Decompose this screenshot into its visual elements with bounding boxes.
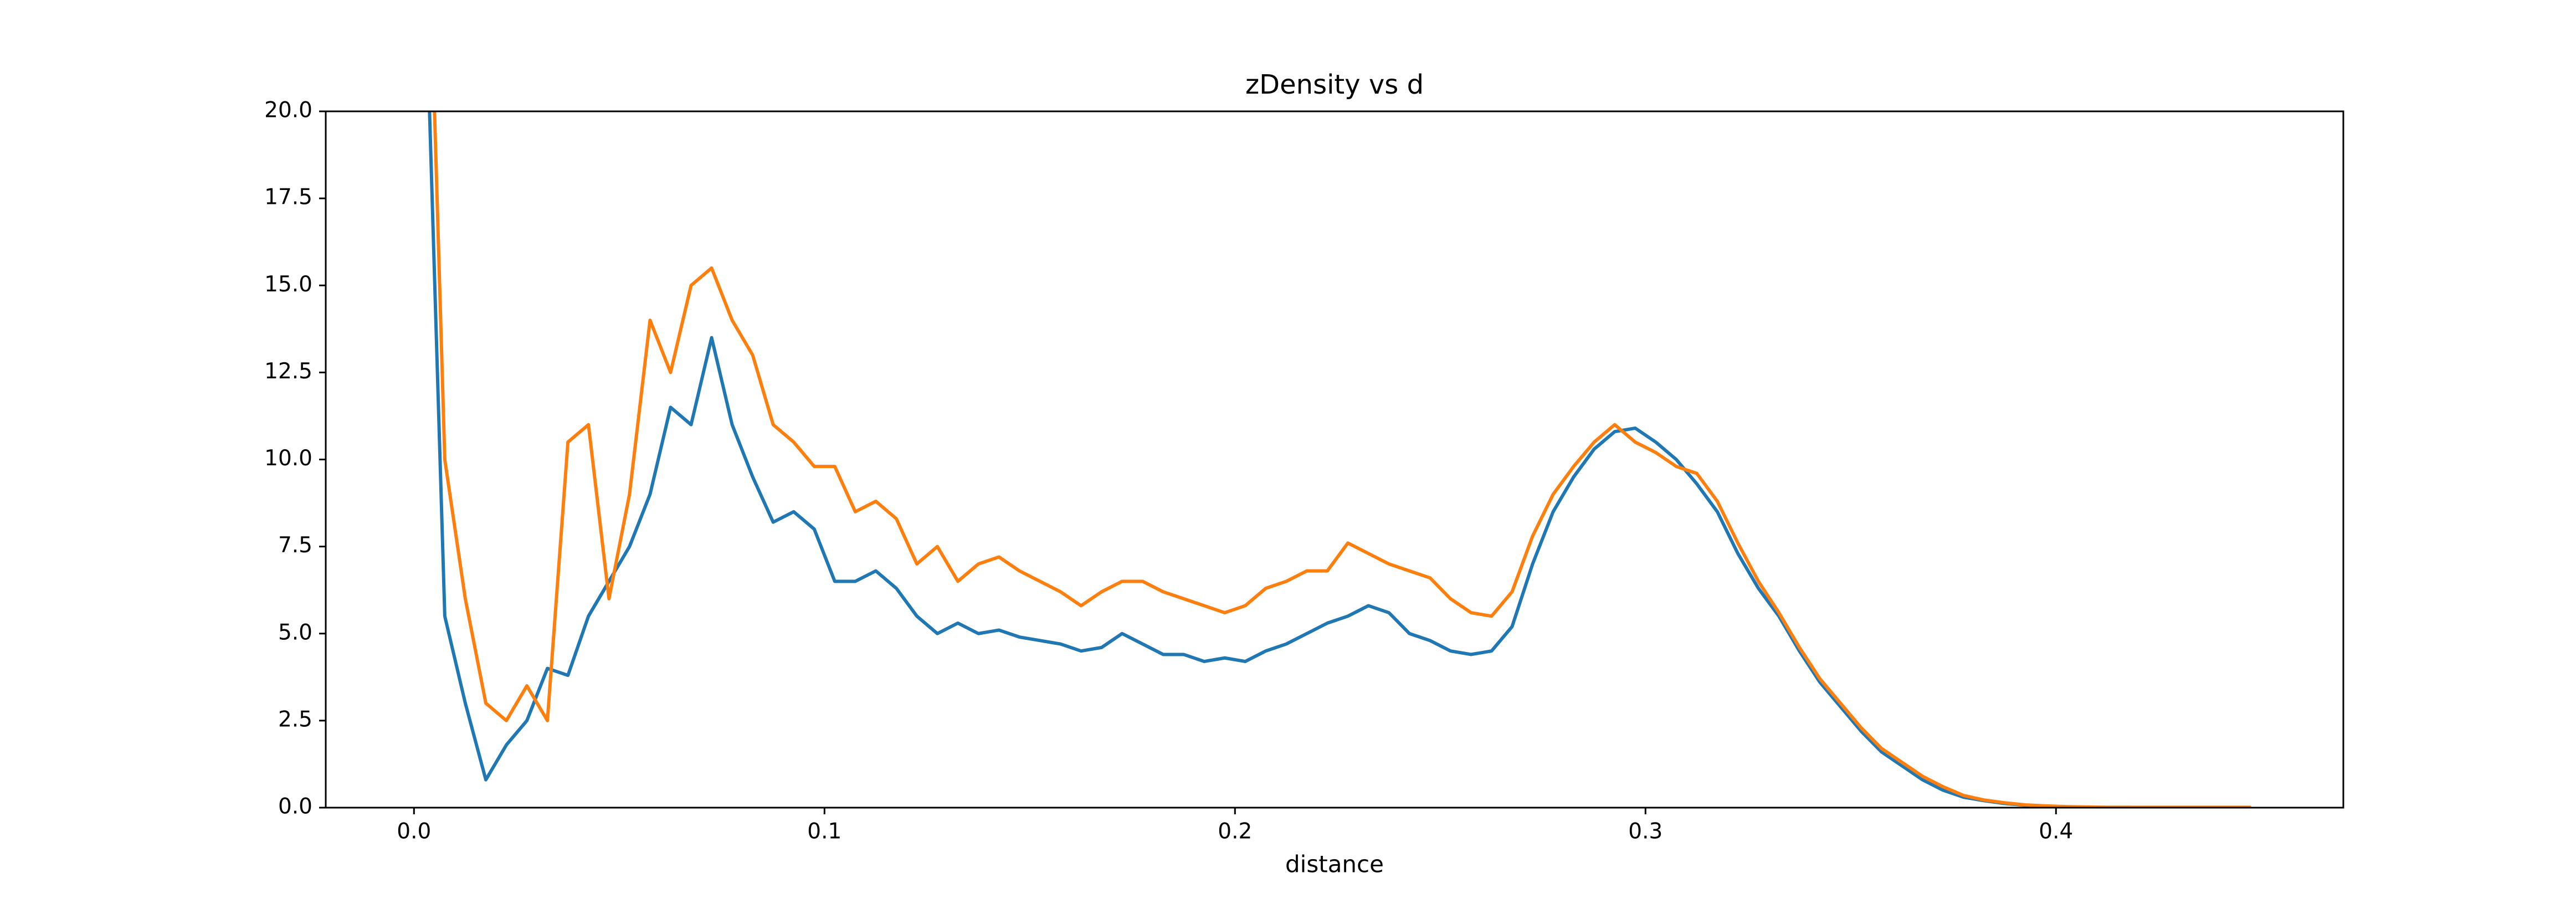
y-tick-label: 0.0: [278, 794, 312, 819]
chart-title: zDensity vs d: [1245, 69, 1424, 100]
x-axis-label: distance: [1285, 851, 1384, 878]
y-tick-label: 12.5: [264, 359, 312, 384]
axes-frame: [325, 110, 2344, 809]
y-tick-label: 17.5: [264, 185, 312, 210]
y-tick-label: 2.5: [278, 707, 312, 732]
x-tick-label: 0.0: [397, 819, 431, 844]
y-tick-label: 15.0: [264, 272, 312, 297]
x-tick-label: 0.1: [807, 819, 841, 844]
data-line: [428, 111, 2251, 808]
y-tick-label: 20.0: [264, 98, 312, 123]
y-tick-label: 7.5: [278, 533, 312, 558]
y-tick-label: 10.0: [264, 446, 312, 471]
data-line: [433, 111, 2251, 808]
x-tick-label: 0.2: [1218, 819, 1252, 844]
plot-area: [428, 111, 2251, 808]
x-tick-label: 0.3: [1628, 819, 1662, 844]
x-tick-label: 0.4: [2039, 819, 2073, 844]
y-tick-label: 5.0: [278, 620, 312, 645]
